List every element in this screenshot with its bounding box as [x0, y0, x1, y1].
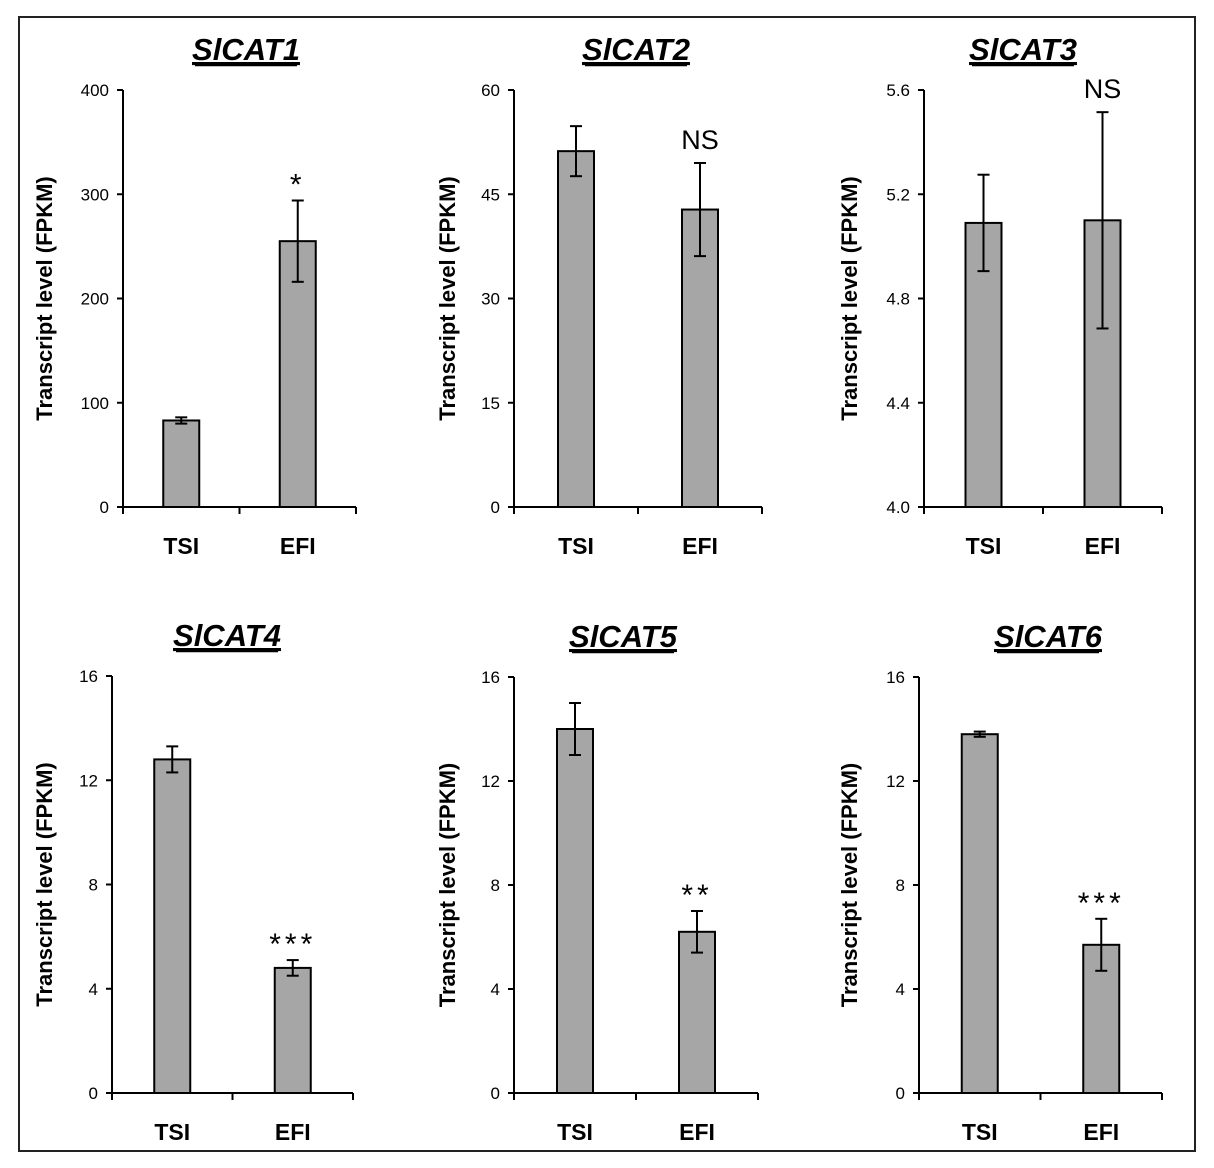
y-tick-label: 4.8: [886, 290, 910, 309]
chart-title: SlCAT3: [969, 32, 1077, 67]
y-tick-label: 12: [481, 772, 500, 791]
figure-frame: [18, 16, 1196, 1152]
chart-title: SlCAT1: [192, 32, 300, 67]
x-tick-label: TSI: [558, 533, 594, 559]
y-tick-label: 16: [886, 668, 905, 687]
x-tick-label: TSI: [154, 1119, 190, 1145]
chart-panel-5: SlCAT5 Transcript level (FPKM) 0 4 8 12 16 TSI E…: [435, 619, 759, 1145]
y-tick-label: 0: [491, 498, 500, 517]
bar-tsi: [960, 733, 999, 1094]
y-tick-label: 5.2: [886, 185, 910, 204]
y-tick-label: 0: [100, 498, 109, 517]
y-tick-label: 300: [81, 185, 109, 204]
y-tick-label: 15: [481, 394, 500, 413]
bar-tsi: [556, 728, 594, 1094]
chart-title: SlCAT6: [994, 619, 1103, 654]
x-tick-label: TSI: [962, 1119, 998, 1145]
y-tick-label: 30: [481, 290, 500, 309]
chart-title: SlCAT5: [569, 619, 678, 654]
chart-title: SlCAT2: [582, 32, 690, 67]
chart-panel-2: SlCAT2 Transcript level (FPKM) 0 15 30 45 60 TS…: [435, 32, 763, 559]
y-axis-label: Transcript level (FPKM): [837, 176, 862, 421]
bar-tsi: [162, 419, 201, 508]
y-axis-label: Transcript level (FPKM): [32, 762, 57, 1007]
y-tick-label: 12: [886, 772, 905, 791]
significance-label: ***: [269, 928, 316, 961]
x-tick-label: EFI: [682, 533, 718, 559]
y-tick-label: 400: [81, 81, 109, 100]
y-axis-label: Transcript level (FPKM): [32, 176, 57, 421]
y-tick-label: 4: [491, 980, 500, 999]
chart-panel-1: SlCAT1 Transcript level (FPKM) 0 100 200 300 4…: [32, 32, 357, 559]
x-tick-label: EFI: [1083, 1119, 1119, 1145]
y-tick-label: 0: [491, 1084, 500, 1103]
y-tick-label: 8: [896, 876, 905, 895]
y-axis-label: Transcript level (FPKM): [837, 763, 862, 1008]
x-tick-label: EFI: [1085, 533, 1121, 559]
significance-label: **: [681, 879, 712, 912]
y-tick-label: 4: [896, 980, 905, 999]
significance-label: *: [290, 169, 306, 202]
y-tick-label: 4: [89, 980, 98, 999]
y-axis-label: Transcript level (FPKM): [435, 176, 460, 421]
x-tick-label: TSI: [557, 1119, 593, 1145]
y-tick-label: 0: [89, 1084, 98, 1103]
y-tick-label: 100: [81, 394, 109, 413]
y-tick-label: 4.0: [886, 498, 910, 517]
bar-tsi: [557, 150, 595, 508]
y-tick-label: 0: [896, 1084, 905, 1103]
y-tick-label: 12: [79, 771, 98, 790]
y-tick-label: 16: [79, 667, 98, 686]
y-tick-label: 4.4: [886, 394, 910, 413]
x-tick-label: EFI: [275, 1119, 311, 1145]
significance-label: ***: [1078, 887, 1125, 920]
significance-label: NS: [1084, 74, 1122, 104]
y-tick-label: 60: [481, 81, 500, 100]
bar-efi: [678, 930, 716, 1094]
significance-label: NS: [681, 125, 719, 155]
y-tick-label: 5.6: [886, 81, 910, 100]
x-tick-label: TSI: [163, 533, 199, 559]
x-tick-label: EFI: [280, 533, 316, 559]
y-tick-label: 200: [81, 290, 109, 309]
y-tick-label: 8: [89, 876, 98, 895]
y-tick-label: 45: [481, 185, 500, 204]
y-axis-label: Transcript level (FPKM): [435, 763, 460, 1008]
chart-panel-4: SlCAT4 Transcript level (FPKM) 0 4 8 12 16 TSI E…: [32, 618, 354, 1145]
chart-panel-6: SlCAT6 Transcript level (FPKM) 0 4 8 12 16 TSI E…: [837, 619, 1163, 1145]
x-tick-label: EFI: [679, 1119, 715, 1145]
bar-efi: [273, 966, 312, 1095]
y-tick-label: 8: [491, 876, 500, 895]
y-tick-label: 16: [481, 668, 500, 687]
bar-tsi: [153, 758, 192, 1095]
chart-title: SlCAT4: [173, 618, 281, 653]
chart-panel-3: SlCAT3 Transcript level (FPKM) 4.0 4.4 4.8 5.…: [837, 32, 1163, 559]
x-tick-label: TSI: [966, 533, 1002, 559]
